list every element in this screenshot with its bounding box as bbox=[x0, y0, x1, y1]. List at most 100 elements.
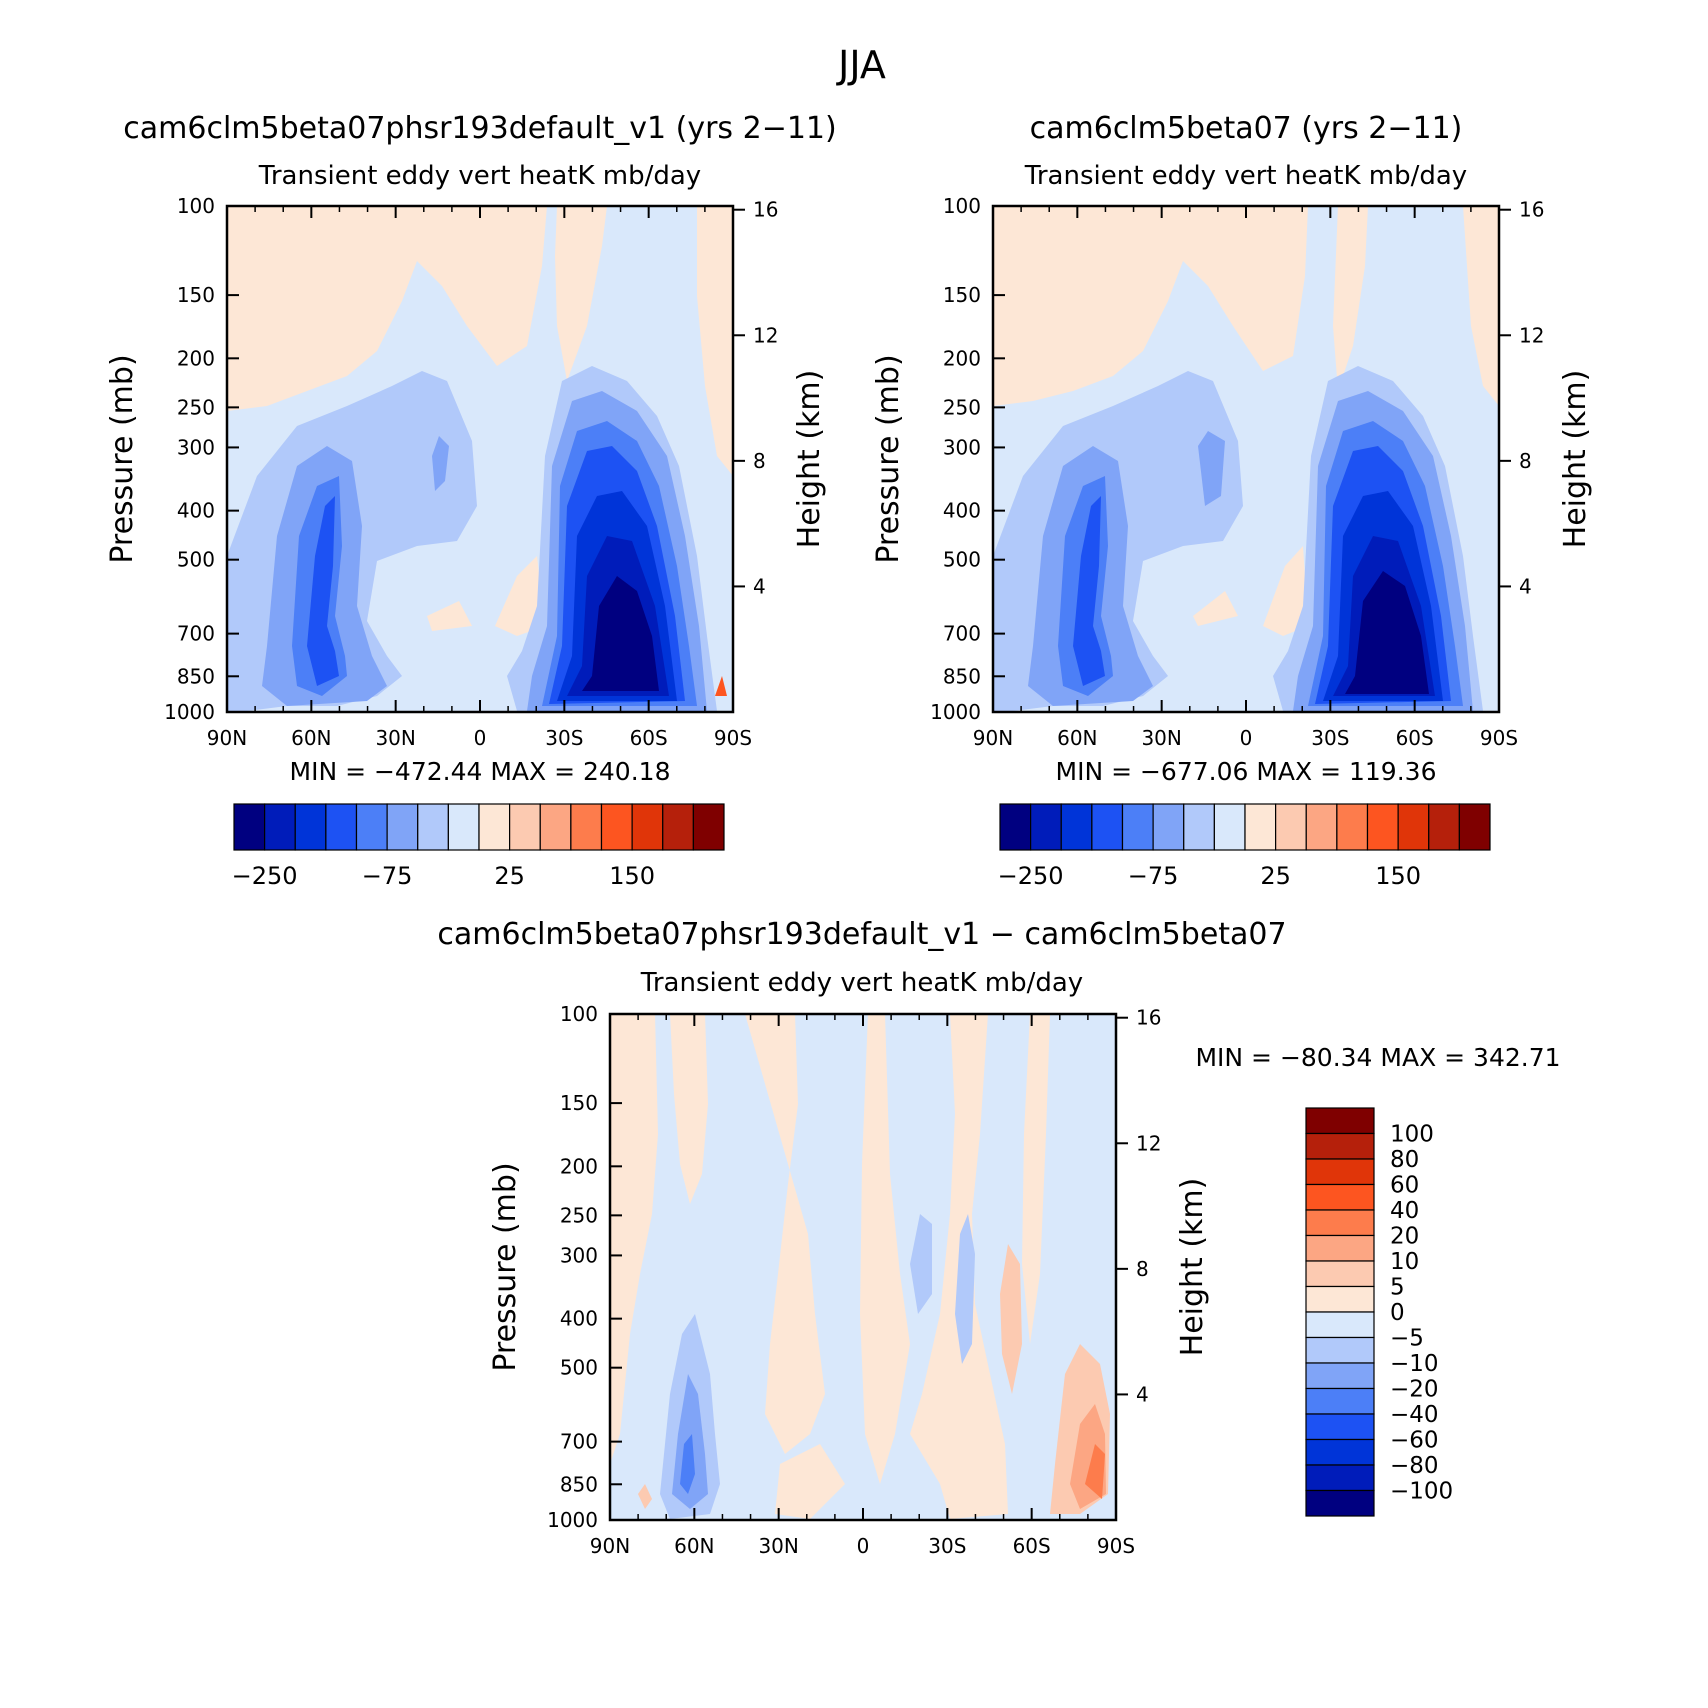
labelbar-box bbox=[1305, 1362, 1375, 1390]
y-tick-label: 500 bbox=[560, 1356, 598, 1380]
field-positive-upper bbox=[227, 206, 547, 411]
labelbar-box bbox=[233, 803, 266, 851]
field-negative-nh-inner bbox=[307, 496, 339, 686]
x-tick-label: 0 bbox=[1240, 726, 1253, 750]
y-tick-label: 100 bbox=[177, 194, 215, 218]
field-positive-pole bbox=[715, 676, 727, 696]
y-tick-label: 200 bbox=[177, 346, 215, 370]
y-tick-label: 700 bbox=[560, 1430, 598, 1454]
labelbar-box bbox=[355, 803, 388, 851]
x-tick-label: 60N bbox=[291, 726, 331, 750]
x-tick-label: 90S bbox=[1480, 726, 1518, 750]
x-tick-label: 30S bbox=[1311, 726, 1349, 750]
field-negative-subtropic-cell bbox=[955, 1214, 975, 1364]
labelbar-box bbox=[1030, 803, 1062, 851]
field-positive-band-6 bbox=[1022, 1014, 1050, 1344]
y-tick-label: 250 bbox=[560, 1203, 598, 1227]
height-tick-label: 4 bbox=[1519, 574, 1532, 598]
labelbar-label: −60 bbox=[1390, 1428, 1439, 1454]
field-positive-upper bbox=[993, 206, 1308, 406]
labelbar-box bbox=[447, 803, 480, 851]
labelbar-label: 25 bbox=[1260, 862, 1291, 890]
field-positive-band-3 bbox=[745, 1014, 825, 1454]
field-positive-sp-upper bbox=[1463, 206, 1499, 406]
x-tick-label: 90S bbox=[714, 726, 752, 750]
x-tick-label: 90N bbox=[590, 1534, 630, 1558]
height-tick-label: 8 bbox=[753, 449, 766, 473]
labelbar-label: −250 bbox=[232, 862, 298, 890]
labelbar-box bbox=[1183, 803, 1215, 851]
field-positive-nh-lower bbox=[638, 1484, 652, 1509]
labelbar-box bbox=[1366, 803, 1399, 851]
labelbar-label: 60 bbox=[1390, 1173, 1419, 1199]
labelbar-box bbox=[1397, 803, 1430, 851]
field-positive-sp-mid bbox=[1000, 1244, 1022, 1394]
y-tick-label: 300 bbox=[177, 435, 215, 459]
labelbar-box bbox=[1305, 1387, 1375, 1415]
x-tick-label: 90S bbox=[1097, 1534, 1135, 1558]
x-tick-label: 30N bbox=[375, 726, 415, 750]
field-positive-sp-upper bbox=[697, 206, 733, 476]
labelbar-box bbox=[1305, 1209, 1375, 1237]
panel-1-ylabel: Pressure (mb) bbox=[105, 354, 140, 563]
labelbar-box bbox=[1213, 803, 1246, 851]
y-tick-label: 250 bbox=[943, 395, 981, 419]
panel-2-ylabel-right: Height (km) bbox=[1558, 370, 1593, 549]
panel-1-subtitle: Transient eddy vert heatK mb/day bbox=[258, 161, 701, 191]
labelbar-box bbox=[692, 803, 725, 851]
panel-2-axes: 90N 60N 30N 0 30S 60S 90S 100 150 200 250 300 400 500… bbox=[930, 194, 1544, 750]
panel-3-axes: 90N 60N 30N 0 30S 60S 90S 100 150 200 250 300 400 500… bbox=[547, 1002, 1161, 1558]
y-tick-label: 200 bbox=[560, 1154, 598, 1178]
labelbar-box bbox=[1458, 803, 1491, 851]
labelbar-label: −5 bbox=[1390, 1326, 1424, 1352]
field-positive-tropics-2 bbox=[495, 556, 545, 636]
labelbar-box bbox=[1336, 803, 1369, 851]
labelbar-label: 10 bbox=[1390, 1249, 1419, 1275]
labelbar-box bbox=[264, 803, 296, 851]
panel-1-stats: MIN = −472.44 MAX = 240.18 bbox=[290, 757, 671, 786]
x-tick-label: 0 bbox=[857, 1534, 870, 1558]
field-negative-nh-upper-cell bbox=[1198, 431, 1225, 506]
y-tick-label: 400 bbox=[177, 499, 215, 523]
field-negative-sh-upper-cell bbox=[910, 1214, 932, 1314]
field-positive-band-4 bbox=[860, 1014, 910, 1484]
panel-2-field bbox=[993, 206, 1499, 712]
labelbar-box bbox=[1305, 1336, 1375, 1364]
panel-1-axes: 90N 60N 30N 0 30S 60S 90S 100 150 200 250 300 400 500… bbox=[164, 194, 778, 750]
field-negative-sh-core-5 bbox=[582, 576, 659, 691]
panel-3-ylabel: Pressure (mb) bbox=[488, 1162, 523, 1371]
height-tick-label: 12 bbox=[1136, 1131, 1161, 1155]
labelbar-label: 40 bbox=[1390, 1198, 1419, 1224]
y-tick-label: 100 bbox=[560, 1002, 598, 1026]
field-positive-band-2 bbox=[670, 1014, 708, 1204]
panel-1-title: cam6clm5beta07phsr193default_v1 (yrs 2−1… bbox=[123, 111, 836, 146]
field-negative-nh-inner bbox=[1073, 496, 1105, 686]
height-tick-label: 12 bbox=[753, 323, 778, 347]
labelbar-box bbox=[325, 803, 358, 851]
labelbar-box bbox=[1305, 1132, 1375, 1160]
y-tick-label: 200 bbox=[943, 346, 981, 370]
labelbar-label: −20 bbox=[1390, 1377, 1439, 1403]
height-tick-label: 12 bbox=[1519, 323, 1544, 347]
labelbar-label: 80 bbox=[1390, 1147, 1419, 1173]
y-tick-label: 500 bbox=[943, 548, 981, 572]
labelbar-box bbox=[999, 803, 1032, 851]
x-tick-label: 30N bbox=[758, 1534, 798, 1558]
x-tick-label: 90N bbox=[207, 726, 247, 750]
height-tick-label: 4 bbox=[753, 574, 766, 598]
labelbar-label: 0 bbox=[1390, 1300, 1405, 1326]
labelbar-box bbox=[478, 803, 511, 851]
x-tick-label: 60S bbox=[630, 726, 668, 750]
labelbar-box bbox=[1305, 1183, 1375, 1211]
panel-3-subtitle: Transient eddy vert heatK mb/day bbox=[640, 968, 1083, 998]
height-tick-label: 16 bbox=[1519, 198, 1544, 222]
y-tick-label: 300 bbox=[560, 1243, 598, 1267]
labelbar-box bbox=[1305, 1285, 1375, 1313]
labelbar-label: −100 bbox=[1390, 1479, 1453, 1505]
labelbar-label: −80 bbox=[1390, 1453, 1439, 1479]
y-tick-label: 700 bbox=[177, 622, 215, 646]
labelbar-box bbox=[1305, 1489, 1375, 1517]
labelbar-box bbox=[386, 803, 419, 851]
